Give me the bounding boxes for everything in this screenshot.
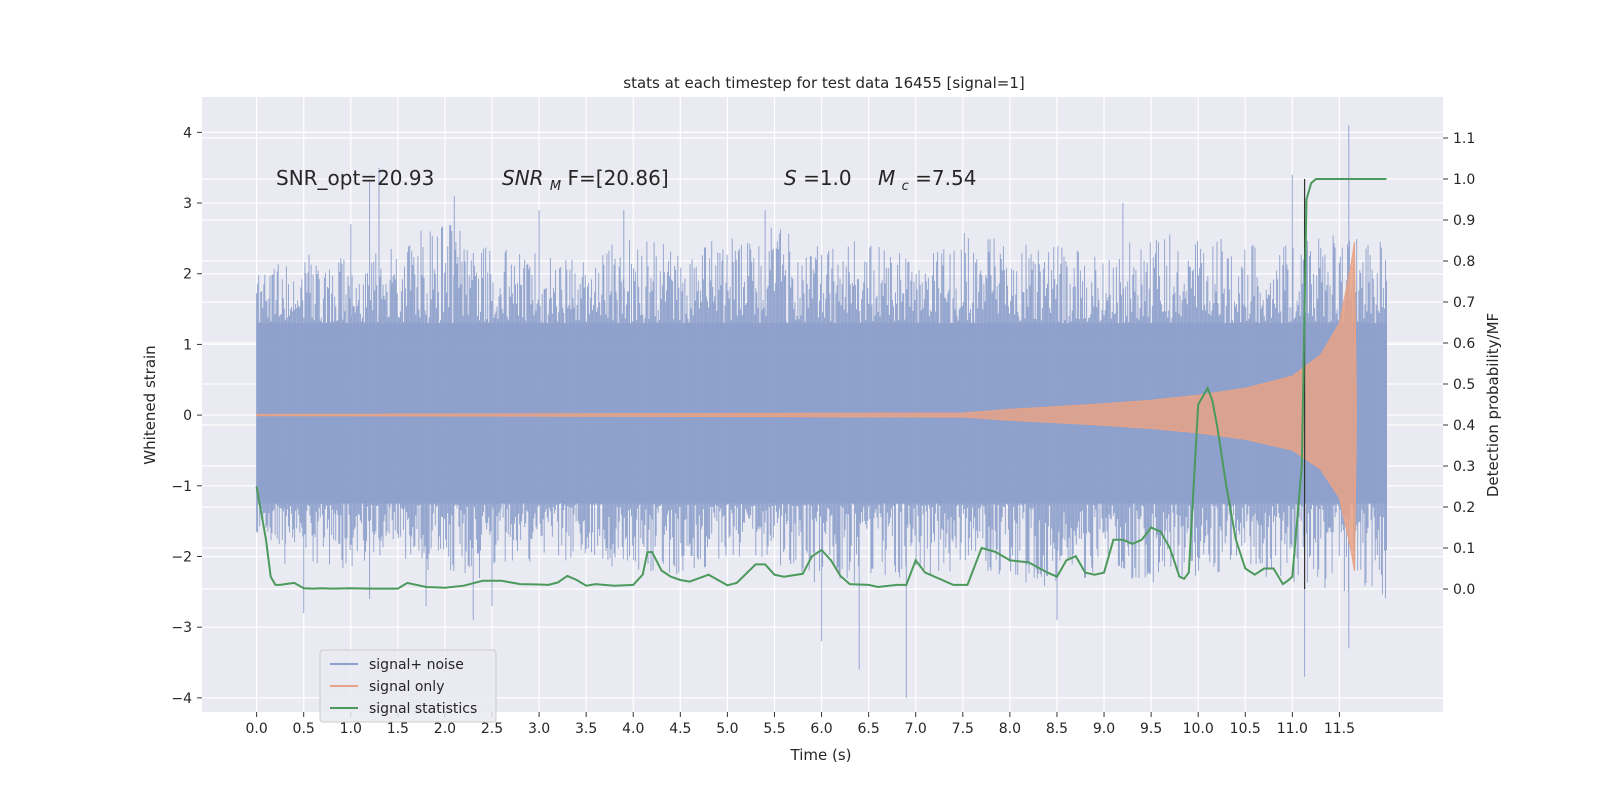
- x-tick-label: 2.0: [434, 721, 456, 737]
- y-right-tick-label: 0.5: [1453, 377, 1475, 393]
- annotation-mc: M c =7.54: [878, 166, 976, 195]
- x-tick-label: 6.5: [858, 721, 880, 737]
- x-tick-label: 2.5: [481, 721, 503, 737]
- mc-main: M: [878, 166, 895, 190]
- y-right-tick-label: 1.1: [1453, 131, 1475, 147]
- y-axis-label: Whitened strain: [141, 345, 159, 464]
- y-right-tick-label: 1.0: [1453, 172, 1475, 188]
- mc-sub: c: [902, 179, 909, 194]
- y-tick-label: 4: [183, 125, 192, 141]
- x-tick-label: 10.0: [1183, 721, 1214, 737]
- y-right-tick-label: 0.0: [1453, 582, 1475, 598]
- y-tick-label: 1: [183, 337, 192, 353]
- x-tick-label: 11.0: [1277, 721, 1308, 737]
- legend-label-signal-noise: signal+ noise: [369, 657, 464, 673]
- x-tick-label: 11.5: [1324, 721, 1355, 737]
- y-tick-label: 0: [183, 408, 192, 424]
- x-tick-label: 10.5: [1230, 721, 1261, 737]
- y-right-tick-label: 0.2: [1453, 500, 1475, 516]
- snr-mf-main: SNR: [502, 166, 544, 190]
- signal-statistics-line: [255, 178, 1387, 590]
- series-signal-only: [256, 241, 1357, 572]
- y-right-tick-label: 0.6: [1453, 336, 1475, 352]
- x-tick-label: 6.0: [810, 721, 832, 737]
- x-tick-label: 1.5: [387, 721, 409, 737]
- y-tick-label: −4: [171, 691, 192, 707]
- y-right-tick-label: 0.3: [1453, 459, 1475, 475]
- legend-label-signal-statistics: signal statistics: [369, 701, 477, 717]
- s-main: S: [784, 166, 797, 190]
- legend-label-signal-only: signal only: [369, 679, 444, 695]
- snr-mf-sub: M: [550, 179, 561, 194]
- y-tick-label: 3: [183, 196, 192, 212]
- y-right-tick-label: 0.4: [1453, 418, 1475, 434]
- x-tick-label: 4.0: [622, 721, 644, 737]
- y-right-tick-label: 0.8: [1453, 254, 1475, 270]
- y-right-axis-ticks: 1.1 1.0 0.9 0.8 0.7 0.6 0.5 0.4 0.3 0.2 0.1 0.0: [1443, 131, 1475, 598]
- annotation-snr-opt: SNR_opt=20.93: [276, 166, 434, 190]
- y-right-axis-label: Detection probability/MF: [1484, 313, 1502, 497]
- x-tick-label: 9.0: [1093, 721, 1115, 737]
- y-tick-label: −1: [171, 479, 192, 495]
- x-tick-label: 7.5: [952, 721, 974, 737]
- x-tick-label: 0.5: [293, 721, 315, 737]
- x-axis-ticks: 0.0 0.5 1.0 1.5 2.0 2.5 3.0 3.5 4.0 4.5 5.0 5.5 6.0 6…: [245, 712, 1355, 737]
- legend: signal+ noise signal only signal statist…: [319, 649, 497, 723]
- y-tick-label: 2: [183, 267, 192, 283]
- x-tick-label: 7.0: [905, 721, 927, 737]
- snr-mf-rest: F=[20.86]: [568, 166, 669, 190]
- x-tick-label: 8.5: [1046, 721, 1068, 737]
- annotation-snr-mf: SNR M F=[20.86]: [502, 166, 669, 195]
- x-axis-label: Time (s): [790, 746, 852, 764]
- chart-title: stats at each timestep for test data 164…: [623, 74, 1024, 92]
- x-tick-label: 5.5: [763, 721, 785, 737]
- y-right-tick-label: 0.1: [1453, 541, 1475, 557]
- x-tick-label: 8.0: [999, 721, 1021, 737]
- x-tick-label: 4.5: [669, 721, 691, 737]
- x-tick-label: 1.0: [340, 721, 362, 737]
- mc-rest: =7.54: [915, 166, 976, 190]
- x-tick-label: 9.5: [1140, 721, 1162, 737]
- legend-box: [319, 649, 497, 723]
- x-tick-label: 5.0: [716, 721, 738, 737]
- y-axis-ticks: 4 3 2 1 0 −1 −2 −3 −4: [171, 125, 202, 707]
- x-tick-label: 3.5: [575, 721, 597, 737]
- s-rest: =1.0: [803, 166, 852, 190]
- x-tick-label: 0.0: [245, 721, 267, 737]
- signal-only-trace: [256, 241, 1357, 572]
- x-tick-label: 3.0: [528, 721, 550, 737]
- y-tick-label: −2: [171, 549, 192, 565]
- annotations: SNR_opt=20.93 SNR M F=[20.86] S =1.0 M c…: [276, 166, 976, 195]
- series-signal-statistics: [255, 178, 1387, 590]
- annotation-s: S =1.0: [784, 166, 852, 190]
- y-right-tick-label: 0.7: [1453, 295, 1475, 311]
- y-right-tick-label: 0.9: [1453, 213, 1475, 229]
- y-tick-label: −3: [171, 620, 192, 636]
